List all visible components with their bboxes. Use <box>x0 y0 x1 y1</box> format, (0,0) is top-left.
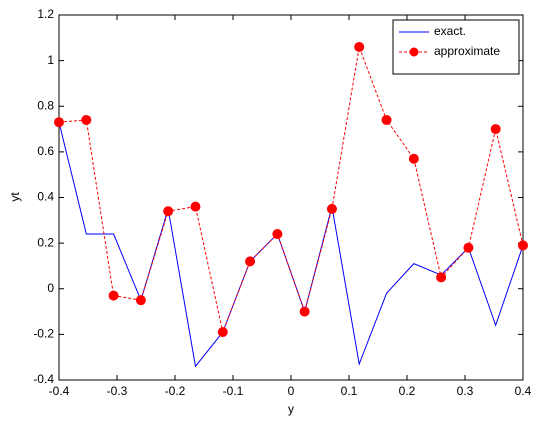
x-tick-label: -0.2 <box>165 384 186 398</box>
data-point <box>190 201 201 212</box>
y-tick-label: 0.6 <box>37 144 54 158</box>
y-tick-label: 0.2 <box>37 235 54 249</box>
x-tick-label: 0 <box>288 384 295 398</box>
x-tick-label: 0.4 <box>515 384 532 398</box>
legend-label: approximate <box>434 44 500 58</box>
data-point <box>518 240 528 251</box>
x-axis-label: y <box>288 402 294 416</box>
x-tick-label: -0.4 <box>49 384 70 398</box>
y-tick-label: -0.2 <box>33 327 54 341</box>
y-tick-label: 0.8 <box>37 98 54 112</box>
x-tick-label: 0.2 <box>399 384 416 398</box>
series-line <box>58 45 524 334</box>
data-point <box>245 256 256 267</box>
data-point <box>108 290 119 301</box>
data-point <box>163 206 174 217</box>
data-point <box>326 203 337 214</box>
data-point <box>463 242 474 253</box>
data-point <box>81 114 92 125</box>
data-point <box>381 114 392 125</box>
data-point <box>135 295 146 306</box>
y-tick-label: 1.2 <box>37 7 54 21</box>
data-point <box>54 117 64 128</box>
data-point <box>408 153 419 164</box>
x-tick-label: 0.1 <box>341 384 358 398</box>
y-tick-label: -0.4 <box>33 372 54 386</box>
plot-area <box>58 14 524 381</box>
data-point <box>217 327 228 338</box>
x-tick-label: 0.3 <box>457 384 474 398</box>
y-tick-label: 1 <box>47 53 54 67</box>
legend-box <box>392 19 520 75</box>
y-tick-label: 0 <box>47 281 54 295</box>
x-tick-label: -0.3 <box>107 384 128 398</box>
data-point <box>354 41 365 52</box>
y-axis-label: yt <box>8 192 22 202</box>
y-tick-label: 0.4 <box>37 190 54 204</box>
data-point <box>272 229 283 239</box>
data-point <box>299 306 310 317</box>
legend-marker <box>409 47 419 57</box>
data-point <box>490 124 501 135</box>
x-tick-label: -0.1 <box>223 384 244 398</box>
legend-label: exact. <box>434 24 466 38</box>
data-point <box>436 272 447 283</box>
